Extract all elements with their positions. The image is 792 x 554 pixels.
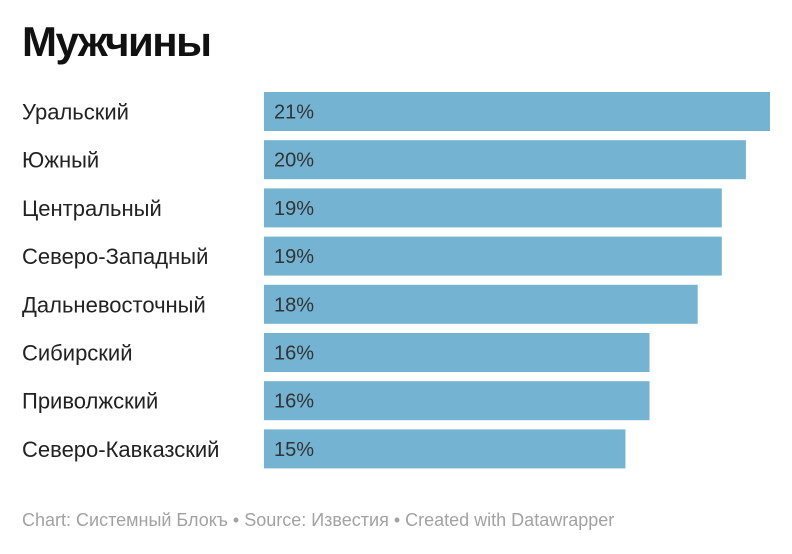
value-label: 18%: [274, 294, 314, 316]
category-label: Дальневосточный: [22, 292, 206, 317]
bar-row: Дальневосточный 18%: [22, 284, 698, 324]
bar-row: Северо-Кавказский 15%: [22, 429, 626, 469]
value-label: 20%: [274, 150, 314, 172]
value-label: 19%: [274, 198, 314, 220]
bar: [264, 140, 746, 180]
value-label: 16%: [274, 343, 314, 365]
category-label: Центральный: [22, 196, 162, 221]
bar-row: Уральский 21%: [22, 92, 770, 131]
bar: [264, 333, 650, 372]
value-label: 19%: [274, 246, 314, 268]
bar-row: Северо-Западный 19%: [22, 236, 722, 276]
bar: [264, 236, 722, 276]
category-label: Южный: [22, 148, 99, 173]
chart-footer: Chart: Системный Блокъ • Source: Извести…: [22, 510, 615, 530]
bar: [264, 284, 698, 324]
category-label: Северо-Кавказский: [22, 437, 219, 462]
category-label: Приволжский: [22, 389, 158, 414]
bar-row: Центральный 19%: [22, 188, 722, 228]
category-label: Северо-Западный: [22, 244, 208, 269]
bar-row: Приволжский 16%: [22, 381, 650, 421]
bar-row: Южный 20%: [22, 140, 746, 180]
value-label: 15%: [274, 439, 314, 461]
category-label: Уральский: [22, 100, 129, 125]
value-label: 16%: [274, 391, 314, 413]
bar: [264, 381, 650, 421]
chart-title: Мужчины: [22, 18, 212, 65]
category-label: Сибирский: [22, 341, 133, 366]
value-label: 21%: [274, 102, 314, 124]
bar-row: Сибирский 16%: [22, 333, 650, 372]
bar: [264, 188, 722, 228]
bar: [264, 429, 626, 469]
bar: [264, 92, 770, 131]
